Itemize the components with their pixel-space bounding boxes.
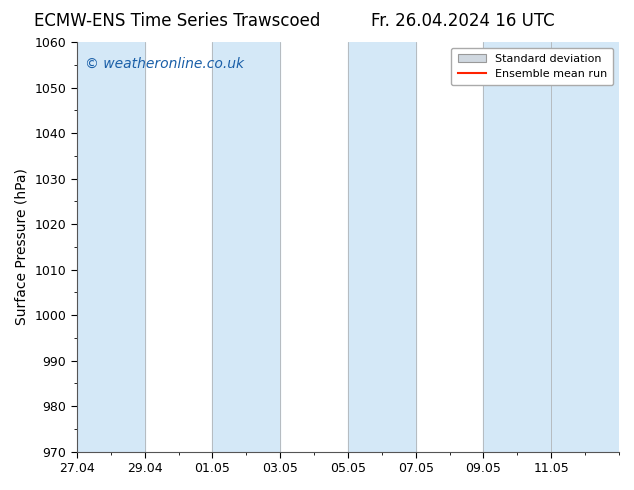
Bar: [77, 42, 145, 452]
Text: © weatheronline.co.uk: © weatheronline.co.uk: [85, 56, 244, 71]
Bar: [212, 42, 280, 452]
Y-axis label: Surface Pressure (hPa): Surface Pressure (hPa): [15, 169, 29, 325]
Text: Fr. 26.04.2024 16 UTC: Fr. 26.04.2024 16 UTC: [371, 12, 555, 30]
Legend: Standard deviation, Ensemble mean run: Standard deviation, Ensemble mean run: [451, 48, 614, 85]
Text: ECMW-ENS Time Series Trawscoed: ECMW-ENS Time Series Trawscoed: [34, 12, 321, 30]
Bar: [348, 42, 416, 452]
Bar: [484, 42, 619, 452]
